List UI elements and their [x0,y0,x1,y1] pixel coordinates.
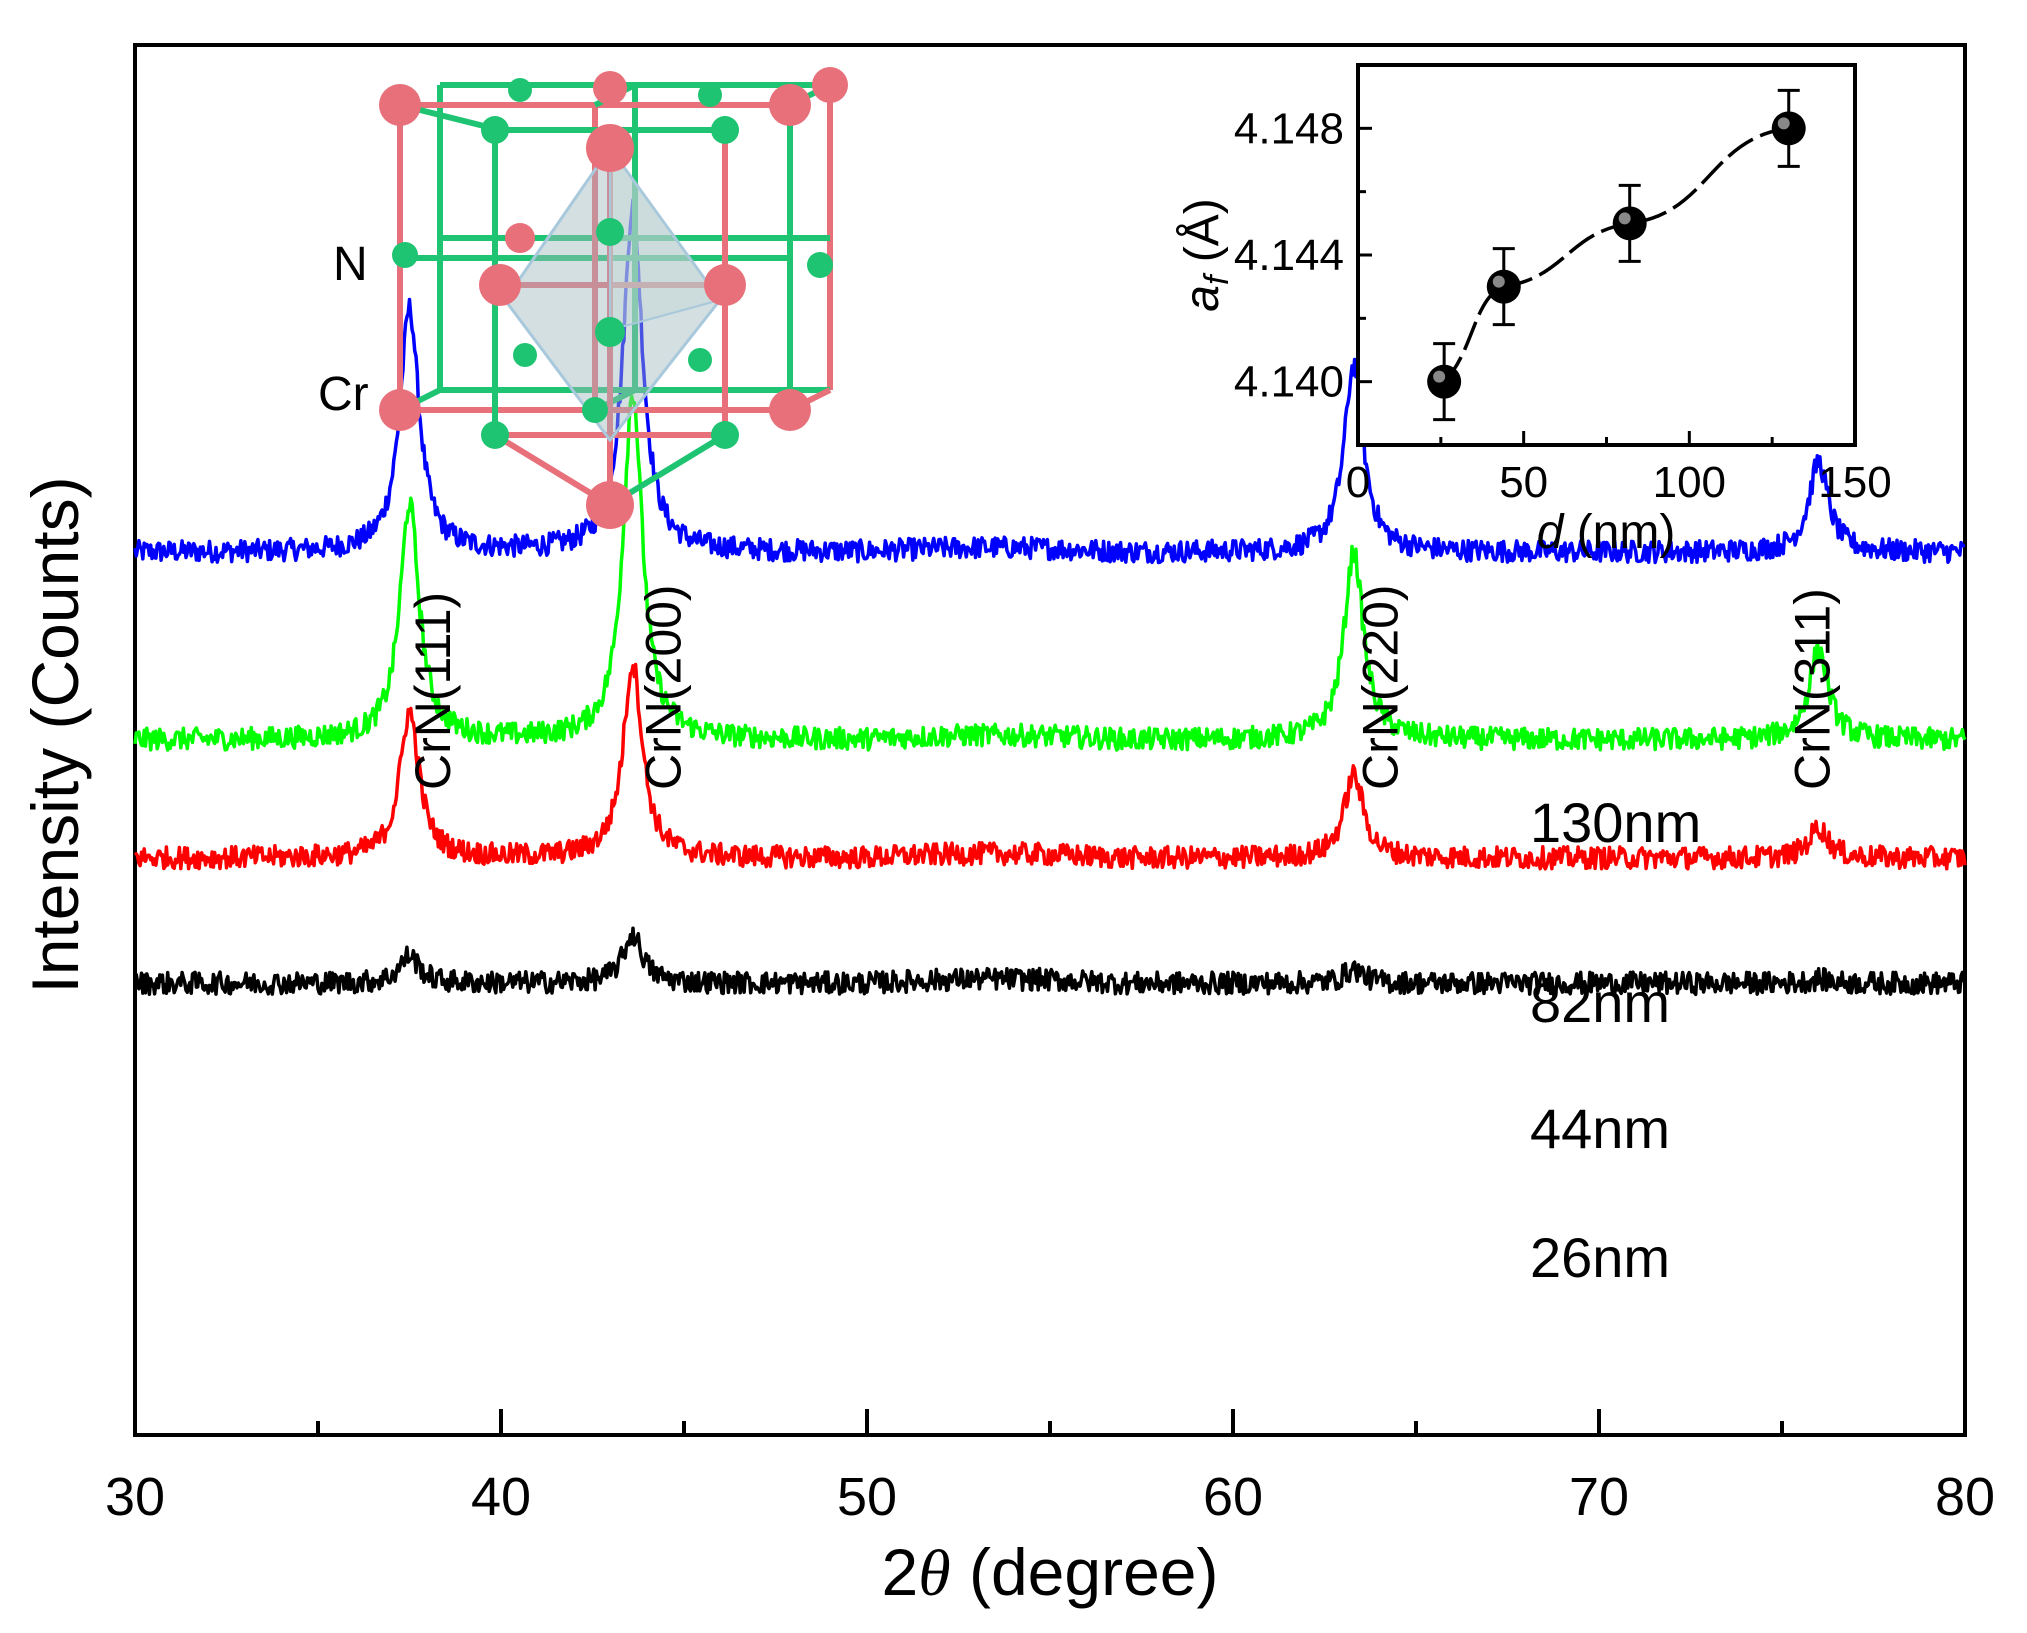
peak-label: CrN(111) [405,592,461,790]
x-tick-label: 80 [1935,1467,1995,1527]
inset-y-tick-label: 4.148 [1234,104,1344,153]
xrd-series-group [133,198,1967,997]
inset-x-axis-label: d (nm) [1537,506,1676,559]
sample-label-82nm: 82nm [1530,971,1670,1034]
inset-y-unit: (Å) [1176,198,1229,275]
x-tick-label: 70 [1569,1467,1629,1527]
inset-x-tick-label: 150 [1818,458,1891,507]
inset-y-var: a [1176,285,1229,312]
chromium-atoms [379,67,848,529]
inset-axes: 0 50 100 150 4.140 4.144 4.148 [1234,104,1892,507]
inset-x-tick-label: 100 [1653,458,1726,507]
peak-label: CrN(311) [1785,588,1841,790]
inset-y-tick-label: 4.144 [1234,231,1344,280]
inset-x-unit: (nm) [1563,506,1675,559]
x-tick-label: 30 [105,1467,165,1527]
sample-label-130nm: 130nm [1530,791,1701,854]
peak-annotations: CrN(111) CrN(200) CrN(220) CrN(311) [405,584,1841,790]
xrd-curve [133,926,1967,997]
inset-x-tick-label: 50 [1499,458,1548,507]
xrd-curve [133,394,1967,752]
main-y-axis-label: Intensity (Counts) [18,476,92,993]
inset-fit-curve [1442,126,1789,383]
chromium-label: Cr [318,368,369,421]
inset-x-var: d [1537,506,1565,559]
nitrogen-atoms [392,78,833,449]
x-label-suffix: (degree) [951,1535,1219,1609]
xrd-curve [133,198,1966,565]
main-x-axis: 30 40 50 60 70 80 [105,1409,1995,1527]
inset-data-highlight [1618,212,1631,225]
x-tick-label: 50 [837,1467,897,1527]
main-x-axis-label: 2θ (degree) [882,1535,1219,1610]
inset-data-point [1771,111,1806,146]
x-tick-label: 60 [1203,1467,1263,1527]
inset-data-group [1427,88,1806,422]
inset-data-point [1427,364,1462,399]
sample-labels: 130nm 82nm 44nm 26nm [1530,791,1701,1289]
inset-data-highlight [1492,275,1505,288]
x-tick-label: 40 [471,1467,531,1527]
inset-data-point [1612,206,1647,241]
inset-y-tick-label: 4.140 [1234,358,1344,407]
inset-data-point [1486,269,1521,304]
x-label-prefix: 2 [882,1535,919,1609]
crystal-structure: N Cr [318,67,848,529]
sample-label-26nm: 26nm [1530,1226,1670,1289]
peak-label: CrN(200) [635,584,691,790]
sample-label-44nm: 44nm [1530,1097,1670,1160]
inset-data-highlight [1777,117,1790,130]
xrd-curve [133,662,1967,871]
peak-label: CrN(220) [1353,584,1409,790]
inset-y-axis-label: af (Å) [1176,198,1236,311]
inset-data-highlight [1433,370,1446,383]
xrd-series-26nm [133,926,1967,997]
inset-x-tick-label: 0 [1346,458,1370,507]
xrd-series-44nm [133,662,1967,871]
x-label-theta: θ [918,1537,950,1610]
nitrogen-label: N [333,238,368,291]
